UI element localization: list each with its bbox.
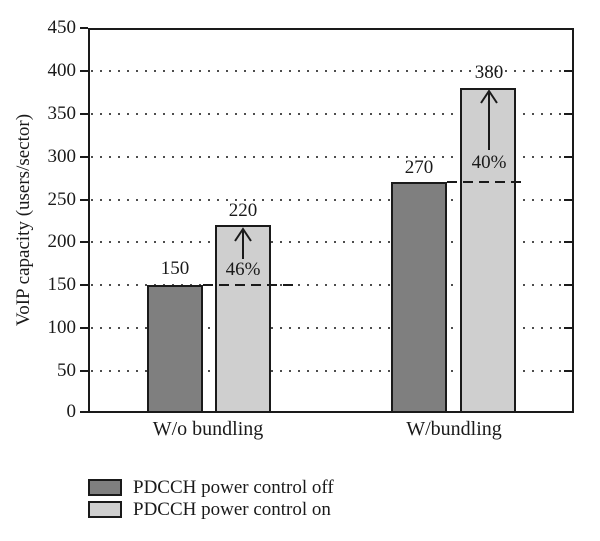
gridline-350 [91,113,571,115]
gain-percent-label: 46% [225,259,261,280]
y-tick-label: 400 [47,60,77,81]
bar-power-control-off-w-bundling [391,182,447,413]
y-tick [80,70,88,72]
bar-power-control-off-wo-bundling [147,285,203,413]
y-tick-right [564,327,572,329]
gridline-100 [91,327,571,329]
legend-label-power-control-on: PDCCH power control on [133,499,331,520]
y-tick [80,241,88,243]
y-tick [80,27,88,29]
legend-label-power-control-off: PDCCH power control off [133,477,334,498]
y-tick-label: 200 [47,231,77,252]
y-tick-right [564,241,572,243]
gridline-50 [91,370,571,372]
bar-value-label: 220 [228,200,258,221]
y-tick-label: 350 [47,103,77,124]
y-tick-label: 150 [47,274,77,295]
bar-value-label: 380 [474,62,504,83]
y-tick-right [564,156,572,158]
y-tick-label: 300 [47,146,77,167]
y-tick-right [564,370,572,372]
gain-arrow-up-icon [480,89,498,150]
y-tick-label: 450 [47,17,77,38]
y-tick [80,370,88,372]
bar-value-label: 270 [404,157,434,178]
gain-arrow-up-icon [234,227,252,259]
baseline-dash-w-bundling [447,181,524,183]
gain-percent-label: 40% [471,152,507,173]
bar-value-label: 150 [160,258,190,279]
gridline-150 [91,284,571,286]
gridline-400 [91,70,571,72]
y-tick [80,199,88,201]
gridline-250 [91,199,571,201]
y-tick-label: 100 [47,317,77,338]
gridline-200 [91,241,571,243]
y-tick-right [564,113,572,115]
y-tick [80,284,88,286]
x-category-label-w-bundling: W/bundling [406,418,502,440]
y-tick [80,113,88,115]
y-tick [80,411,88,413]
y-tick [80,156,88,158]
y-tick-right [564,284,572,286]
y-tick-label: 50 [57,360,76,381]
y-tick-label: 250 [47,189,77,210]
x-category-label-wo-bundling: W/o bundling [152,418,264,440]
y-tick-right [564,70,572,72]
baseline-dash-wo-bundling [203,284,293,286]
y-tick-label: 0 [66,401,77,422]
y-tick-right [564,199,572,201]
legend-swatch-power-control-off [88,479,122,496]
y-tick [80,327,88,329]
gridline-300 [91,156,571,158]
y-axis-title: VoIP capacity (users/sector) [13,113,34,327]
legend-swatch-power-control-on [88,501,122,518]
